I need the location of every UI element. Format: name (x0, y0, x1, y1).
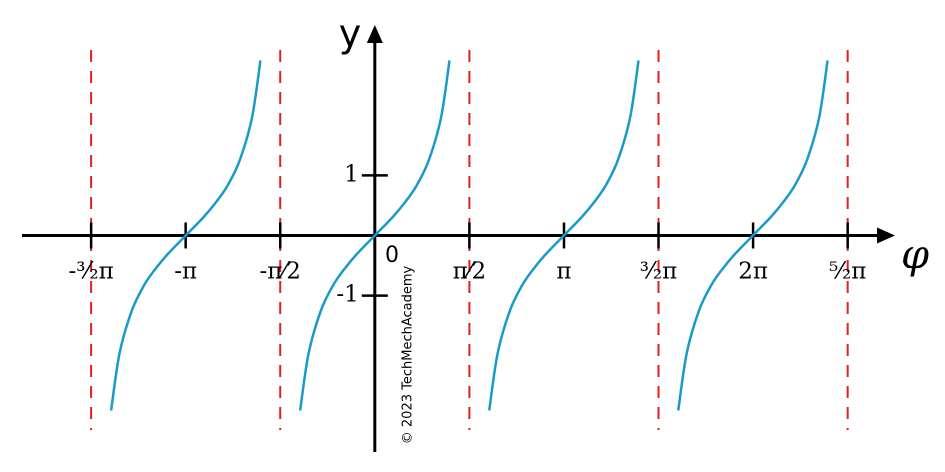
x-tick-label: π (556, 258, 571, 284)
y-tick-label: -1 (336, 282, 358, 308)
y-axis-label: y (339, 12, 362, 56)
y-tick-label: 1 (344, 161, 359, 187)
tan-curve (487, 60, 640, 411)
y-axis-arrow (366, 25, 383, 43)
tan-curve (677, 60, 829, 411)
x-tick-label: -π (174, 258, 197, 284)
tan-curve (298, 60, 451, 411)
x-tick-label: 2π (738, 258, 768, 284)
x-tick-label: ⁵⁄₂π (829, 258, 866, 284)
x-axis-arrow (877, 227, 895, 244)
x-tick-label: π⁄2 (453, 258, 487, 284)
x-axis-label: φ (901, 232, 929, 278)
x-tick-label: -π⁄2 (260, 258, 301, 284)
tan-curve (109, 60, 262, 411)
origin-label: 0 (385, 243, 399, 268)
watermark: © 2023 TechMechAcademy (401, 265, 416, 444)
x-tick-label: -³⁄₂π (69, 258, 114, 284)
x-tick-label: ³⁄₂π (640, 258, 677, 284)
